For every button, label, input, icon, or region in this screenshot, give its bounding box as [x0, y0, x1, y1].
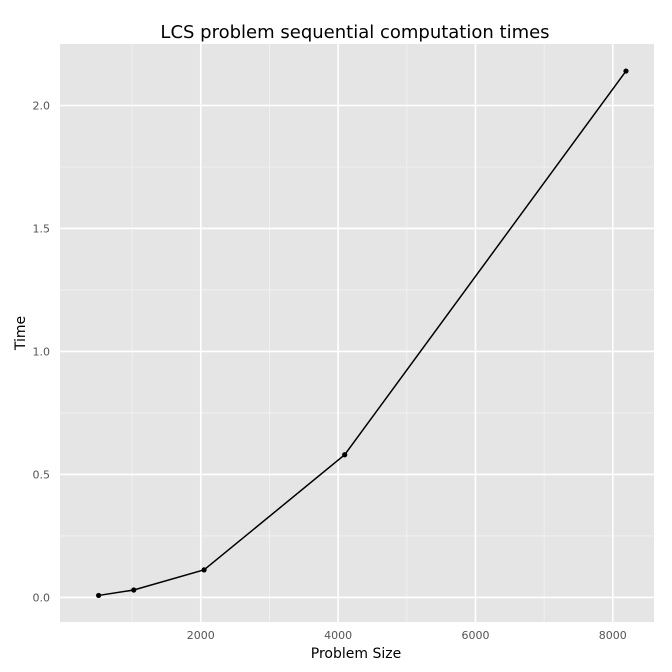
- y-tick-label-4: 2.0: [33, 99, 51, 112]
- y-axis-label: Time: [13, 316, 29, 351]
- y-tick-label-3: 1.5: [33, 222, 51, 235]
- data-point-4: [623, 68, 629, 74]
- data-point-3: [342, 452, 348, 458]
- x-tick-labels: 2000 4000 6000 8000: [187, 629, 627, 642]
- y-tick-label-2: 1.0: [33, 345, 51, 358]
- plot-panel: [60, 44, 654, 622]
- x-axis-label: Problem Size: [311, 646, 401, 662]
- x-tick-label-0: 2000: [187, 629, 215, 642]
- x-tick-label-1: 4000: [324, 629, 352, 642]
- data-point-0: [95, 592, 102, 599]
- data-point-2: [201, 567, 207, 573]
- x-tick-label-3: 8000: [599, 629, 627, 642]
- data-point-1: [131, 587, 137, 593]
- minor-grid: [60, 44, 654, 622]
- chart-title: LCS problem sequential computation times: [160, 22, 549, 43]
- y-tick-label-0: 0.0: [33, 591, 51, 604]
- major-grid: [60, 44, 654, 622]
- series-layer: [95, 68, 629, 599]
- y-tick-label-1: 0.5: [33, 468, 51, 481]
- y-tick-labels: 0.0 0.5 1.0 1.5 2.0: [33, 99, 51, 604]
- x-tick-label-2: 6000: [461, 629, 489, 642]
